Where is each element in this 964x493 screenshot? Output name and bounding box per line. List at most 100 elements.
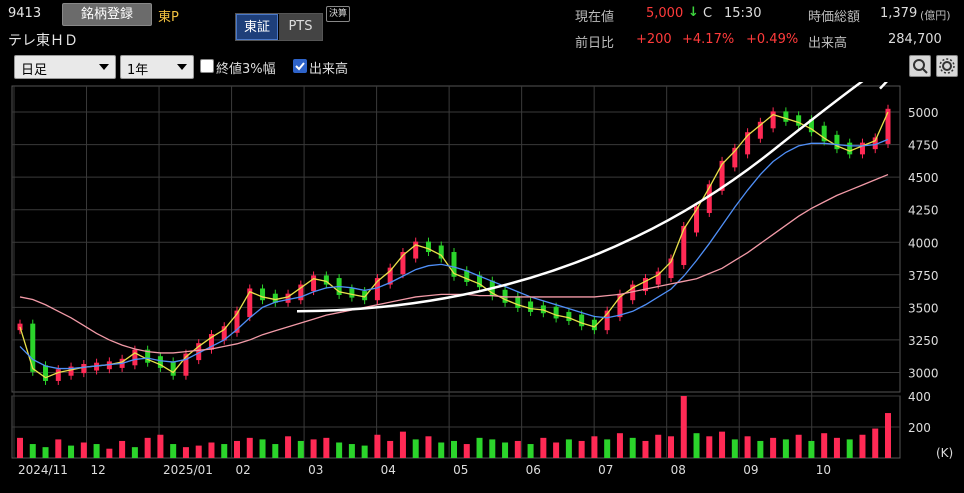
candle [438, 245, 444, 259]
candle [145, 349, 151, 363]
price-panel [11, 85, 901, 393]
candle [770, 111, 776, 129]
volume-checkbox[interactable] [293, 59, 307, 73]
candle [55, 369, 61, 381]
volume-bar [744, 436, 751, 458]
volume-bar [706, 436, 713, 458]
volume-bar [272, 444, 279, 458]
kessan-badge[interactable]: 決算 [326, 6, 350, 22]
candle [323, 275, 329, 285]
volume-bar [29, 444, 36, 458]
volume-bar [872, 428, 879, 458]
candle [68, 366, 74, 376]
register-button[interactable]: 銘柄登録 [62, 3, 152, 26]
price-down-arrow-icon: ↓ [688, 5, 699, 20]
x-tick-label: 03 [308, 463, 323, 477]
volume-bar [502, 442, 509, 458]
candle [757, 121, 763, 139]
volume-bar [170, 444, 177, 458]
candle [808, 119, 814, 133]
candle [272, 293, 278, 303]
candle [859, 142, 865, 155]
checkmark-icon [295, 62, 305, 71]
y-tick-label: 3750 [908, 269, 939, 283]
close3-checkbox[interactable] [200, 59, 214, 73]
volume-bar [655, 434, 662, 458]
gear-icon[interactable] [936, 55, 958, 77]
candle [655, 271, 661, 285]
volume-bar [131, 447, 138, 458]
volume-bar [93, 444, 100, 458]
prev-day-label: 前日比 [575, 36, 615, 51]
volume-bar [527, 444, 534, 458]
tab-pts[interactable]: PTS [279, 14, 322, 40]
candle [477, 275, 483, 288]
range-select-value: 1年 [127, 63, 149, 78]
close3-label: 終値3%幅 [216, 62, 276, 77]
x-tick-label: 07 [598, 463, 613, 477]
ma-short-line [19, 111, 889, 379]
volume-bar [451, 440, 457, 458]
volume-value: 284,700 [888, 32, 942, 47]
candle [374, 278, 380, 301]
volume-bar [106, 448, 113, 458]
candle [642, 278, 648, 292]
candle [400, 252, 406, 275]
candle [208, 334, 214, 350]
magnifier-icon[interactable] [909, 55, 931, 77]
market-cap-unit: (億円) [920, 9, 951, 22]
price-flag: C [703, 6, 713, 21]
volume-bar [540, 437, 547, 458]
volume-bar [591, 436, 598, 458]
tab-tse[interactable]: 東証 [236, 14, 278, 40]
volume-bar [642, 440, 649, 458]
volume-bar [336, 442, 343, 458]
y-tick-label: 3500 [908, 301, 939, 315]
volume-bar [782, 439, 789, 458]
volume-bar [68, 445, 75, 458]
ma-long-line [19, 173, 889, 354]
candle [745, 132, 751, 155]
candle [451, 252, 457, 277]
volume-bar [438, 442, 445, 458]
candle [847, 142, 853, 155]
volume-bar [259, 439, 266, 458]
price-chart[interactable]: 5000 4750 4500 4250 4000 3750 3500 3250 3000 2024… [0, 82, 964, 493]
period-select[interactable]: 日足 [14, 55, 116, 79]
candle [604, 310, 610, 331]
y-tick-label: 4000 [908, 236, 939, 250]
current-price-label: 現在値 [575, 10, 615, 25]
candle [834, 134, 840, 150]
chevron-down-icon [99, 64, 109, 70]
candle [43, 365, 49, 381]
candle [528, 301, 534, 312]
volume-bar [808, 440, 815, 458]
range-select[interactable]: 1年 [120, 55, 194, 79]
volume-bar [310, 439, 317, 458]
candle [464, 270, 470, 282]
candle [719, 160, 725, 191]
volume-bar [399, 431, 406, 458]
candle [30, 323, 36, 372]
volume-bar [859, 434, 866, 458]
candle [311, 275, 317, 292]
volume-tick-label: 400 [908, 390, 931, 404]
y-tick-label: 3000 [908, 366, 939, 380]
volume-bar [553, 442, 560, 458]
candle [183, 353, 189, 376]
candle [783, 111, 789, 122]
candle [298, 284, 304, 301]
candle [132, 349, 138, 366]
volume-bar [234, 440, 240, 458]
volume-bar [757, 440, 764, 458]
y-tick-label: 4500 [908, 171, 939, 185]
volume-bar [821, 433, 828, 458]
candle [706, 184, 712, 213]
ma-mid-line [19, 138, 889, 370]
volume-bar [387, 440, 394, 458]
volume-bar [42, 447, 49, 458]
volume-bar [157, 434, 164, 458]
volume-bar [668, 436, 674, 458]
candle [170, 361, 176, 376]
market-label: 東P [158, 10, 179, 25]
